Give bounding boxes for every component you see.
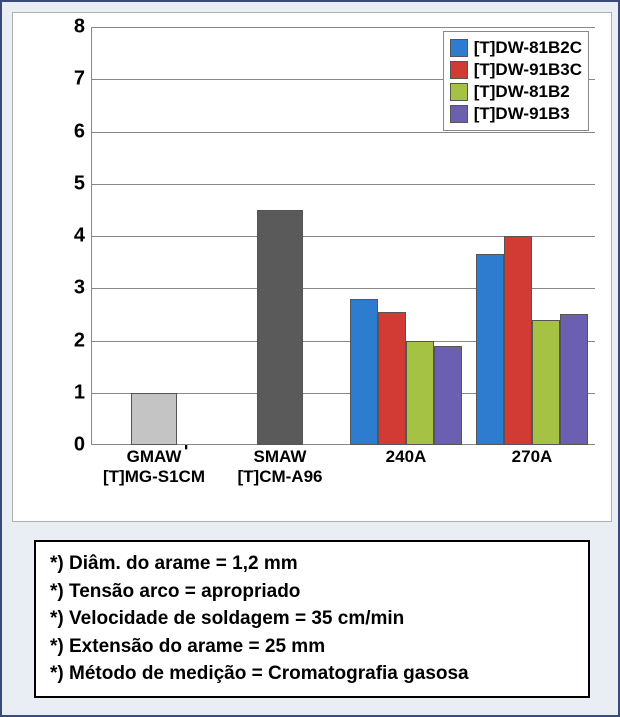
note-line: *) Tensão arco = apropriado: [50, 578, 574, 606]
x-cat-line1: 270A: [469, 447, 595, 467]
legend-swatch: [450, 61, 468, 79]
bar-DW-81B2C: [476, 254, 504, 445]
bar-DW-91B3C: [504, 236, 532, 445]
y-tick-label: 2: [74, 329, 85, 352]
bar-DW-81B2: [406, 341, 434, 446]
note-line: *) Método de medição = Cromatografia gas…: [50, 660, 574, 688]
x-cat-line1: GMAW: [91, 447, 217, 467]
x-category-label: 240A: [343, 447, 469, 467]
legend-label: [T]DW-91B3C: [474, 60, 582, 80]
legend-label: [T]DW-81B2C: [474, 38, 582, 58]
y-tick-label: 1: [74, 381, 85, 404]
x-category-label: SMAW[T]CM-A96: [217, 447, 343, 488]
gridline: [91, 184, 595, 185]
note-line: *) Velocidade de soldagem = 35 cm/min: [50, 605, 574, 633]
legend-swatch: [450, 105, 468, 123]
plot-region: 012345678[T]DW-81B2C[T]DW-91B3C[T]DW-81B…: [91, 27, 595, 445]
note-line: *) Diâm. do arame = 1,2 mm: [50, 550, 574, 578]
bar-single: [257, 210, 303, 445]
legend: [T]DW-81B2C[T]DW-91B3C[T]DW-81B2[T]DW-91…: [443, 31, 589, 131]
x-cat-line2: [T]MG-S1CM: [91, 467, 217, 487]
legend-swatch: [450, 39, 468, 57]
gridline: [91, 27, 595, 28]
legend-item: [T]DW-81B2C: [450, 38, 582, 58]
bar-DW-81B2C: [350, 299, 378, 445]
notes-box: *) Diâm. do arame = 1,2 mm*) Tensão arco…: [34, 540, 590, 698]
legend-item: [T]DW-91B3: [450, 104, 582, 124]
gridline: [91, 132, 595, 133]
y-tick-label: 0: [74, 434, 85, 457]
bar-DW-91B3: [560, 314, 588, 445]
x-category-label: GMAW[T]MG-S1CM: [91, 447, 217, 488]
legend-label: [T]DW-81B2: [474, 82, 570, 102]
y-tick-label: 8: [74, 16, 85, 39]
bar-DW-91B3C: [378, 312, 406, 445]
note-line: *) Extensão do arame = 25 mm: [50, 633, 574, 661]
x-cat-line1: SMAW: [217, 447, 343, 467]
bar-DW-81B2: [532, 320, 560, 445]
bar-single: [131, 393, 177, 445]
x-category-label: 270A: [469, 447, 595, 467]
bar-DW-91B3: [434, 346, 462, 445]
x-cat-line2: [T]CM-A96: [217, 467, 343, 487]
y-tick-label: 7: [74, 68, 85, 91]
y-tick-label: 3: [74, 277, 85, 300]
y-tick-label: 6: [74, 120, 85, 143]
y-tick-label: 5: [74, 172, 85, 195]
legend-swatch: [450, 83, 468, 101]
legend-item: [T]DW-91B3C: [450, 60, 582, 80]
legend-item: [T]DW-81B2: [450, 82, 582, 102]
legend-label: [T]DW-91B3: [474, 104, 570, 124]
figure-outer: Teor de hidrogênio difusível (ml/100 g) …: [0, 0, 620, 717]
chart-area: Teor de hidrogênio difusível (ml/100 g) …: [12, 12, 612, 522]
x-cat-line1: 240A: [343, 447, 469, 467]
y-tick-label: 4: [74, 225, 85, 248]
